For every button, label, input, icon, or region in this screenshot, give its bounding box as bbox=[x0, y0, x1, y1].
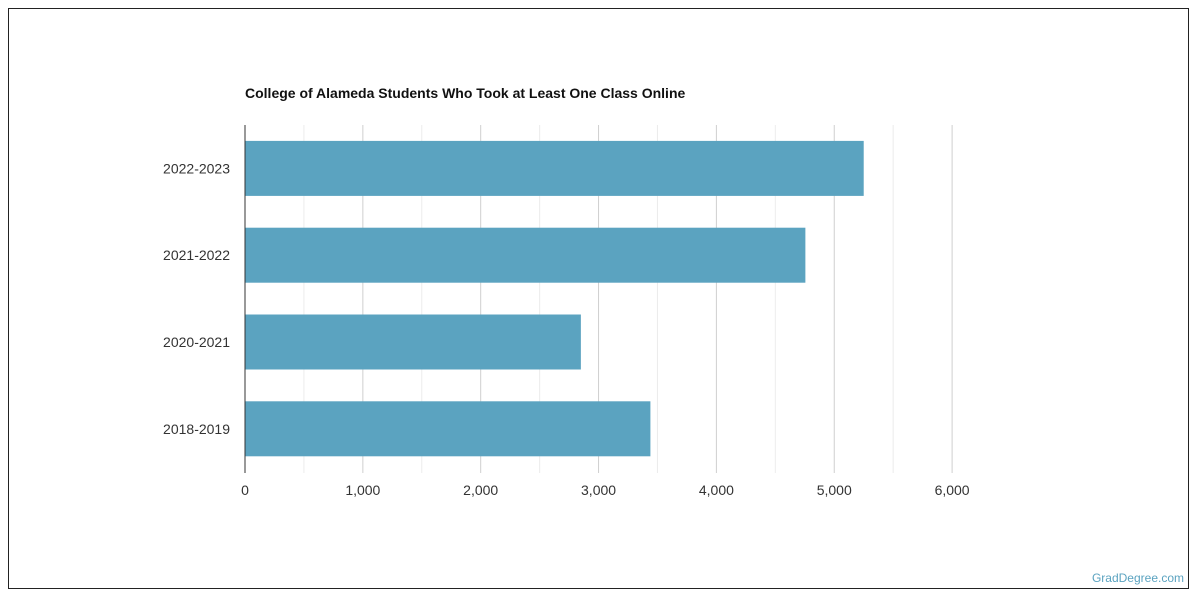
x-tick-label: 5,000 bbox=[817, 482, 852, 498]
bar-2018-2019 bbox=[245, 401, 651, 457]
category-label: 2020-2021 bbox=[163, 334, 230, 350]
bar-2022-2023 bbox=[245, 140, 864, 196]
x-tick-label: 6,000 bbox=[935, 482, 970, 498]
x-tick-label: 3,000 bbox=[581, 482, 616, 498]
watermark-link[interactable]: GradDegree.com bbox=[1091, 571, 1184, 585]
chart-title: College of Alameda Students Who Took at … bbox=[245, 85, 686, 101]
category-label: 2022-2023 bbox=[163, 160, 230, 176]
x-tick-label: 1,000 bbox=[345, 482, 380, 498]
bar-2020-2021 bbox=[245, 314, 581, 370]
x-tick-label: 0 bbox=[241, 482, 249, 498]
category-label: 2021-2022 bbox=[163, 247, 230, 263]
x-tick-label: 2,000 bbox=[463, 482, 498, 498]
bar-2021-2022 bbox=[245, 227, 806, 283]
x-tick-label: 4,000 bbox=[699, 482, 734, 498]
category-label: 2018-2019 bbox=[163, 421, 230, 437]
